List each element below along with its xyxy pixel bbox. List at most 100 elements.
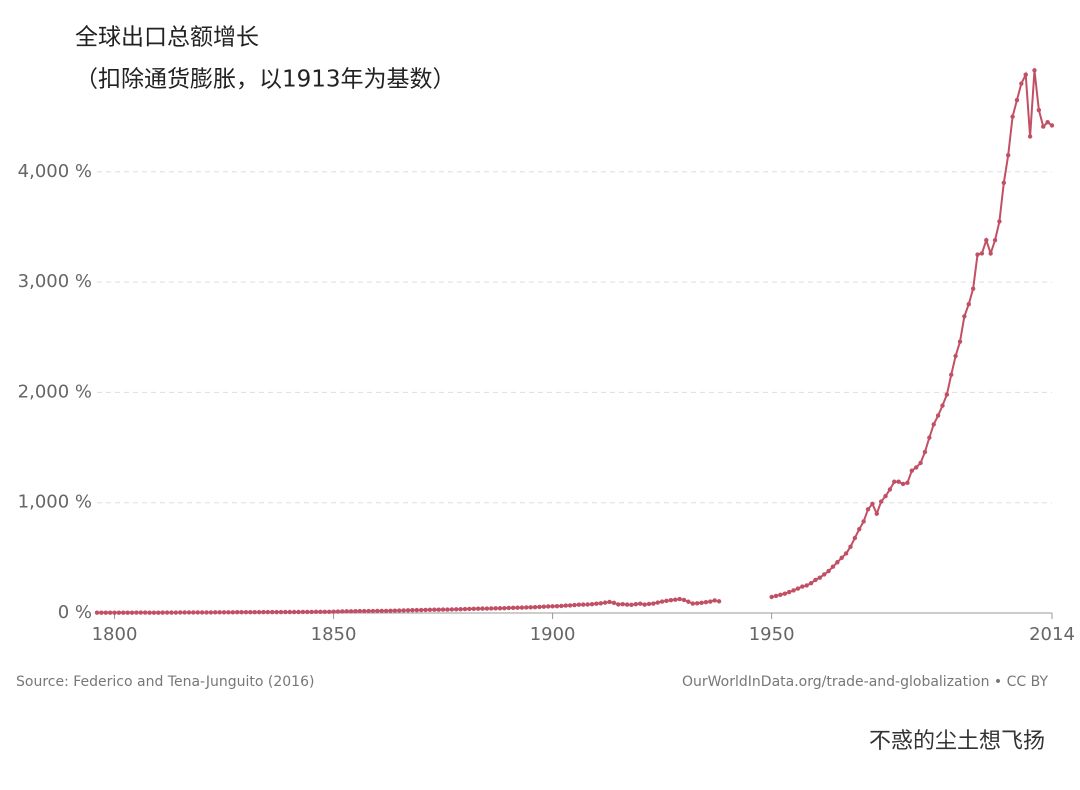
data-point bbox=[848, 544, 853, 550]
data-point bbox=[949, 372, 954, 377]
data-point bbox=[94, 610, 100, 615]
data-point bbox=[362, 608, 367, 614]
data-point bbox=[808, 581, 814, 586]
data-point bbox=[624, 602, 630, 607]
data-point bbox=[861, 519, 866, 524]
data-point bbox=[265, 609, 271, 615]
data-point bbox=[883, 493, 888, 499]
data-point bbox=[256, 610, 262, 615]
x-tick-label: 1900 bbox=[530, 624, 576, 645]
data-point bbox=[567, 603, 573, 608]
data-point bbox=[392, 608, 398, 613]
data-point bbox=[1014, 97, 1020, 103]
data-point bbox=[830, 564, 836, 569]
data-point bbox=[633, 601, 639, 607]
data-point bbox=[475, 606, 481, 611]
data-point bbox=[103, 610, 108, 615]
data-point bbox=[300, 609, 306, 615]
data-point bbox=[773, 593, 779, 599]
data-point bbox=[835, 560, 840, 565]
data-point bbox=[217, 610, 222, 615]
data-point bbox=[686, 599, 691, 604]
y-tick-label: 4,000 % bbox=[18, 161, 92, 182]
data-point bbox=[554, 603, 560, 609]
data-point bbox=[195, 610, 200, 615]
data-point bbox=[156, 610, 161, 615]
data-point bbox=[484, 606, 490, 611]
data-point bbox=[659, 599, 665, 604]
data-point bbox=[208, 610, 214, 615]
data-point bbox=[988, 251, 993, 256]
data-point bbox=[291, 609, 297, 615]
data-point bbox=[344, 609, 349, 614]
data-point bbox=[138, 610, 144, 615]
data-point bbox=[900, 481, 906, 487]
data-point bbox=[186, 610, 192, 615]
y-tick-label: 2,000 % bbox=[18, 381, 92, 402]
data-point bbox=[510, 605, 516, 611]
data-point bbox=[221, 610, 227, 615]
data-point bbox=[462, 606, 468, 612]
data-point bbox=[243, 610, 249, 615]
data-point bbox=[887, 487, 893, 492]
data-point bbox=[1023, 72, 1028, 77]
data-point bbox=[318, 609, 323, 614]
data-point bbox=[979, 251, 985, 256]
data-point bbox=[839, 555, 844, 561]
data-point bbox=[226, 610, 231, 615]
data-point bbox=[791, 588, 796, 593]
data-point bbox=[432, 607, 437, 612]
data-point bbox=[230, 610, 236, 615]
data-point bbox=[427, 607, 433, 613]
x-tick-label: 2014 bbox=[1029, 624, 1075, 645]
data-point bbox=[865, 507, 871, 512]
data-point bbox=[326, 609, 332, 614]
data-point bbox=[997, 219, 1002, 224]
data-point bbox=[274, 609, 279, 615]
data-point bbox=[467, 606, 472, 612]
data-point bbox=[581, 602, 586, 607]
data-point bbox=[449, 607, 455, 612]
data-point bbox=[646, 601, 652, 607]
data-point bbox=[239, 610, 244, 615]
data-point bbox=[1041, 124, 1046, 129]
data-point bbox=[870, 501, 875, 506]
data-point bbox=[541, 604, 547, 609]
x-tick-label: 1800 bbox=[92, 624, 138, 645]
data-point bbox=[357, 608, 363, 614]
data-point bbox=[892, 479, 897, 484]
data-point bbox=[1019, 81, 1024, 86]
data-point bbox=[99, 610, 104, 615]
data-point bbox=[843, 551, 849, 556]
data-point bbox=[379, 608, 384, 614]
data-point bbox=[116, 610, 122, 615]
data-point bbox=[173, 610, 179, 615]
data-point bbox=[563, 603, 568, 608]
data-point bbox=[528, 605, 533, 610]
data-point bbox=[383, 608, 389, 614]
data-point bbox=[414, 607, 419, 613]
data-point bbox=[620, 601, 625, 607]
data-point bbox=[642, 602, 647, 607]
data-point bbox=[401, 608, 406, 613]
data-point bbox=[778, 592, 783, 597]
data-point bbox=[576, 602, 582, 607]
data-point bbox=[874, 511, 879, 516]
data-point bbox=[1010, 114, 1015, 119]
data-point bbox=[423, 607, 428, 613]
data-point bbox=[278, 609, 284, 615]
source: Source: Federico and Tena-Junguito (2016… bbox=[16, 674, 314, 690]
data-point bbox=[966, 301, 971, 307]
data-point bbox=[524, 605, 529, 610]
watermark: 不惑的尘土想飞扬 bbox=[869, 729, 1045, 754]
chart-title: 全球出口总额增长 bbox=[75, 25, 259, 51]
data-point bbox=[935, 413, 941, 418]
data-point bbox=[248, 610, 253, 615]
data-point bbox=[559, 603, 564, 609]
data-point bbox=[944, 392, 950, 397]
data-point bbox=[782, 591, 787, 596]
y-tick-label: 1,000 % bbox=[18, 492, 92, 513]
data-point bbox=[611, 600, 617, 606]
data-point bbox=[375, 608, 380, 614]
data-point bbox=[699, 600, 704, 606]
